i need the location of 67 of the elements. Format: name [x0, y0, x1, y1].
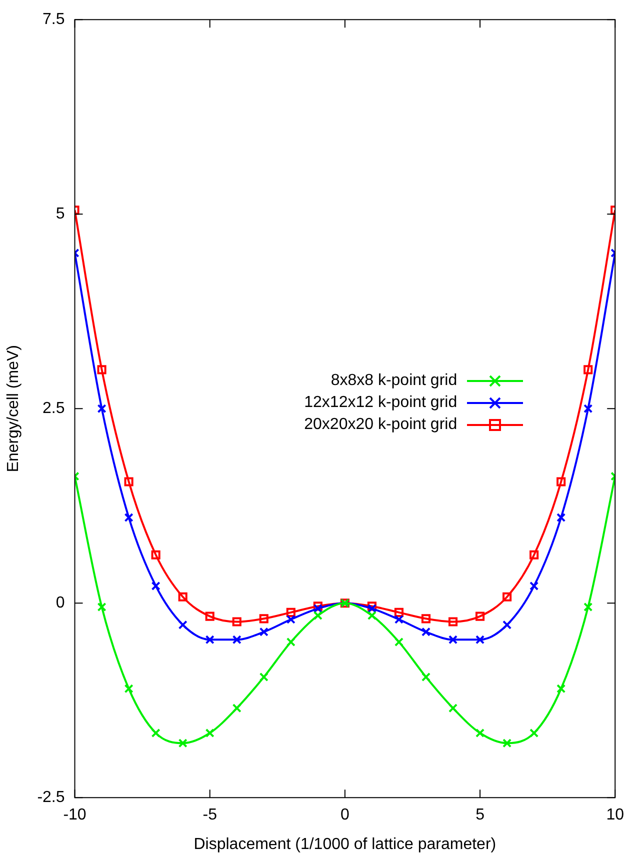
point [205, 728, 214, 738]
point [584, 365, 593, 374]
point [421, 614, 431, 624]
point [475, 635, 485, 644]
point [502, 738, 512, 748]
point [151, 550, 160, 560]
point [313, 602, 322, 611]
point [232, 704, 242, 713]
x-tick-label: 5 [476, 806, 485, 824]
point [286, 637, 296, 647]
point [367, 602, 376, 611]
point [205, 635, 214, 644]
point [530, 581, 539, 591]
point [205, 612, 214, 621]
point [178, 738, 188, 748]
point [556, 477, 566, 486]
point [178, 620, 188, 630]
point [124, 477, 134, 486]
y-tick-label: 2.5 [42, 400, 65, 418]
point [584, 602, 593, 612]
x-tick-label: -5 [202, 806, 218, 824]
point [448, 617, 458, 626]
point [97, 404, 106, 414]
point [502, 592, 512, 602]
legend-label: 8x8x8 k-point grid [330, 372, 458, 390]
y-tick-label: 7.5 [42, 11, 65, 28]
point [421, 672, 431, 682]
point [313, 611, 322, 620]
point [286, 614, 296, 624]
y-tick-label: 0 [56, 594, 65, 612]
x-tick-label: -10 [63, 806, 86, 824]
point [502, 620, 512, 630]
point [151, 728, 160, 738]
point [97, 365, 106, 374]
point [475, 728, 485, 738]
point [232, 635, 242, 644]
point [394, 614, 404, 624]
point [97, 602, 106, 612]
point [232, 617, 242, 626]
y-tick-label: 5 [56, 206, 65, 223]
point [394, 608, 404, 617]
x-axis-title: Displacement (1/1000 of lattice parameter) [194, 836, 496, 853]
point [421, 627, 431, 636]
point [530, 550, 539, 560]
point [124, 512, 134, 522]
point [124, 684, 134, 694]
point [556, 512, 566, 522]
point [556, 684, 566, 694]
point [584, 404, 593, 414]
point [448, 704, 458, 713]
legend-label: 12x12x12 k-point grid [304, 394, 458, 412]
point [178, 592, 188, 602]
point [259, 672, 268, 682]
point [448, 635, 458, 644]
y-axis-title: Energy/cell (meV) [5, 345, 22, 472]
point [151, 581, 160, 591]
point [475, 612, 485, 621]
point [286, 608, 296, 617]
point [394, 637, 404, 647]
point [530, 728, 539, 738]
y-tick-label: -2.5 [37, 789, 65, 806]
point [259, 627, 268, 636]
point [259, 614, 268, 624]
point [367, 611, 376, 620]
x-tick-label: 10 [606, 806, 624, 824]
legend-label: 20x20x20 k-point grid [304, 416, 458, 434]
x-tick-label: 0 [340, 806, 350, 824]
